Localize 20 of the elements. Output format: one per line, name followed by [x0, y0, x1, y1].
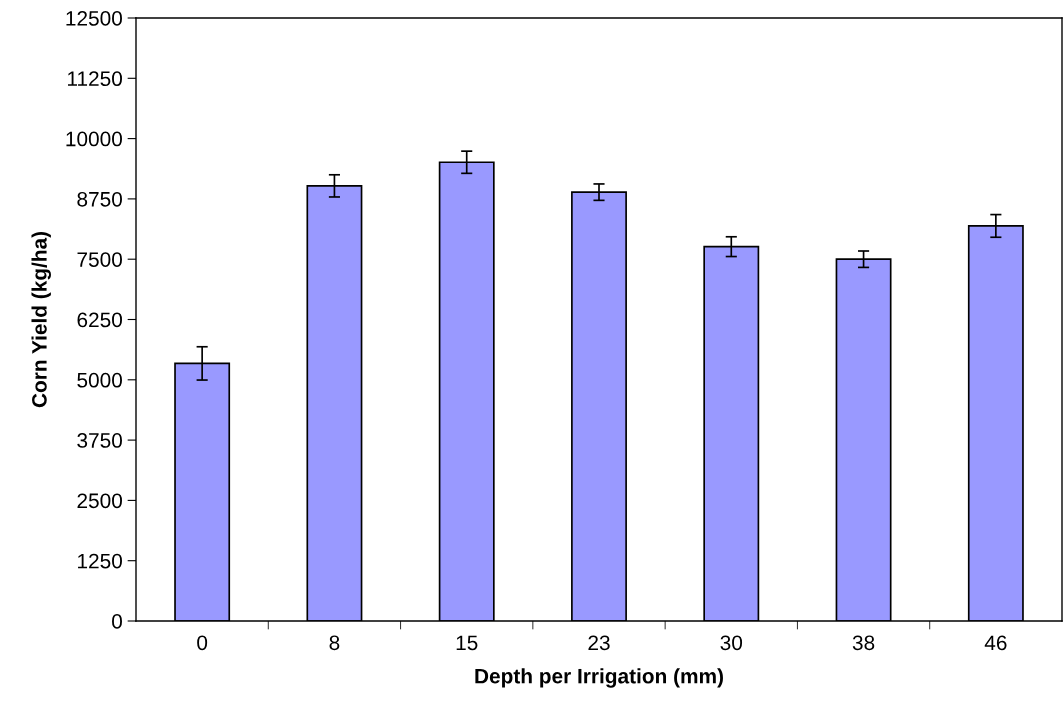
x-tick-label: 0 — [197, 635, 208, 651]
y-tick-label: 5000 — [77, 372, 122, 388]
x-tick-label: 46 — [984, 635, 1007, 651]
x-tick-label: 8 — [329, 635, 340, 651]
x-axis-title: Depth per Irrigation (mm) — [475, 668, 723, 688]
y-tick-label: 3750 — [77, 433, 122, 448]
y-axis-title: Corn Yield (kg/ha) — [31, 231, 51, 408]
x-tick-label: 38 — [852, 635, 875, 651]
x-tick-label: 23 — [588, 635, 610, 651]
y-tick-label: 8750 — [77, 191, 122, 207]
y-tick-label: 11250 — [68, 71, 122, 87]
y-tick-label: 0 — [112, 614, 122, 629]
y-tick-label: 12500 — [66, 11, 122, 26]
y-tick-label: 2500 — [77, 493, 122, 509]
y-tick-label: 1250 — [78, 553, 122, 569]
y-tick-label: 7500 — [77, 252, 122, 267]
x-tick-label: 30 — [720, 635, 743, 651]
y-tick-label: 10000 — [66, 131, 122, 147]
x-tick-label: 15 — [456, 635, 478, 651]
y-tick-label: 6250 — [77, 312, 122, 328]
